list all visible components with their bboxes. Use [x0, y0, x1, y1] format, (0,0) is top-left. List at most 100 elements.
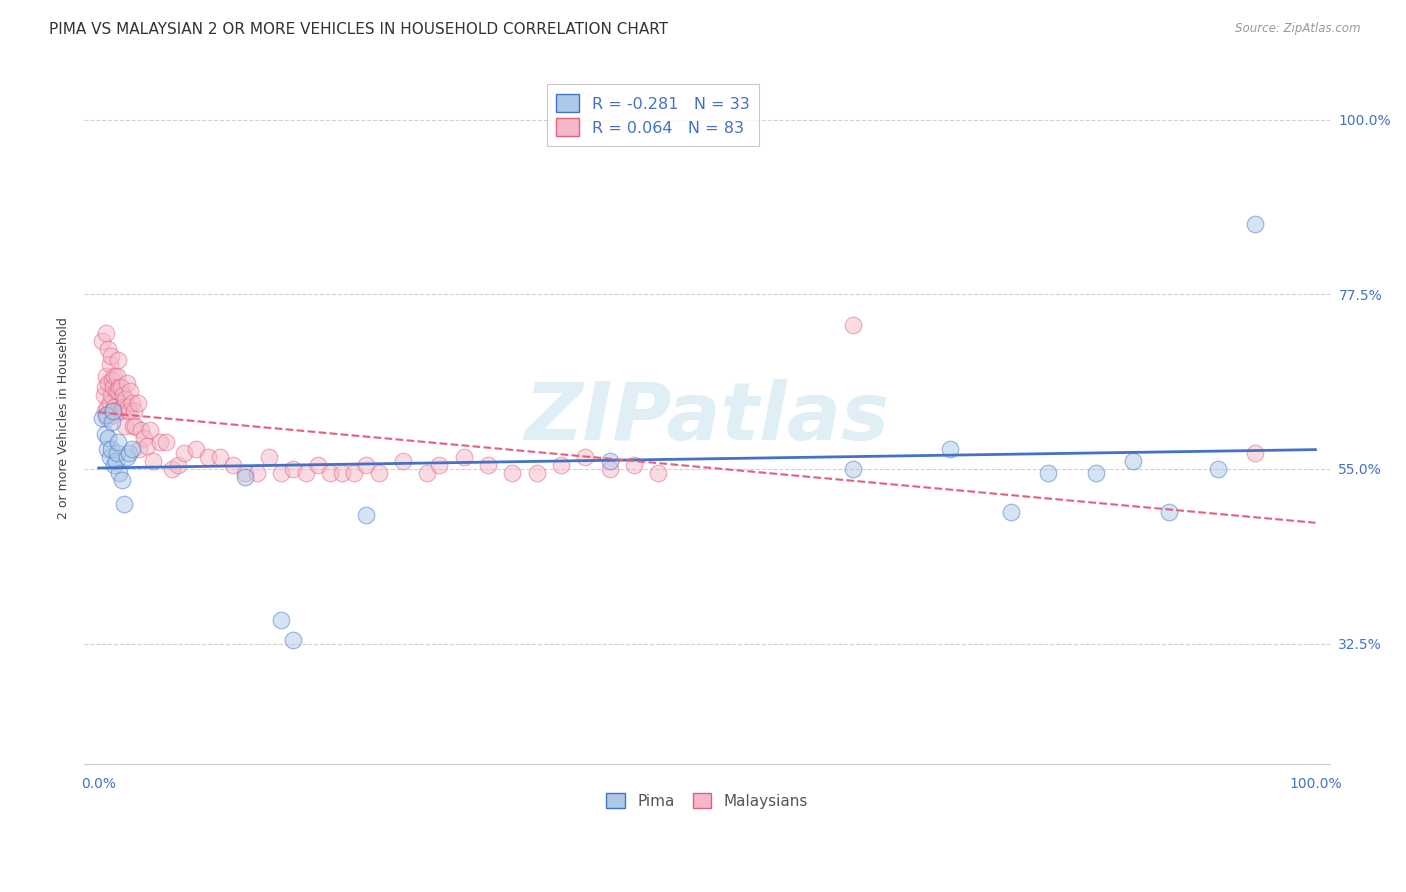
- Point: [105, 368, 128, 383]
- Point: [98, 450, 121, 465]
- Point: [107, 434, 129, 449]
- Point: [118, 446, 141, 460]
- Point: [121, 442, 143, 457]
- Point: [101, 415, 124, 429]
- Point: [94, 368, 117, 383]
- Point: [104, 454, 127, 468]
- Point: [501, 466, 523, 480]
- Point: [1036, 466, 1059, 480]
- Point: [184, 442, 207, 457]
- Point: [118, 403, 141, 417]
- Point: [107, 353, 129, 368]
- Point: [1243, 218, 1265, 232]
- Point: [91, 334, 114, 348]
- Point: [104, 384, 127, 399]
- Point: [132, 431, 155, 445]
- Point: [103, 380, 125, 394]
- Point: [107, 384, 129, 399]
- Text: Source: ZipAtlas.com: Source: ZipAtlas.com: [1236, 22, 1361, 36]
- Point: [103, 458, 125, 472]
- Point: [319, 466, 342, 480]
- Text: PIMA VS MALAYSIAN 2 OR MORE VEHICLES IN HOUSEHOLD CORRELATION CHART: PIMA VS MALAYSIAN 2 OR MORE VEHICLES IN …: [49, 22, 668, 37]
- Point: [283, 462, 305, 476]
- Point: [453, 450, 475, 465]
- Point: [1243, 446, 1265, 460]
- Point: [526, 466, 548, 480]
- Point: [173, 446, 195, 460]
- Point: [356, 508, 378, 523]
- Point: [307, 458, 329, 472]
- Point: [356, 458, 378, 472]
- Point: [574, 450, 596, 465]
- Point: [98, 357, 121, 371]
- Point: [115, 376, 138, 391]
- Point: [103, 368, 125, 383]
- Point: [283, 632, 305, 647]
- Point: [101, 403, 124, 417]
- Point: [1159, 504, 1181, 518]
- Point: [103, 400, 125, 414]
- Point: [392, 454, 415, 468]
- Point: [94, 408, 117, 422]
- Point: [120, 384, 142, 399]
- Point: [100, 388, 122, 402]
- Point: [155, 434, 177, 449]
- Point: [111, 388, 134, 402]
- Point: [121, 419, 143, 434]
- Point: [1000, 504, 1022, 518]
- Point: [427, 458, 450, 472]
- Point: [1085, 466, 1108, 480]
- Point: [647, 466, 669, 480]
- Legend: Pima, Malaysians: Pima, Malaysians: [600, 787, 814, 815]
- Point: [115, 450, 138, 465]
- Point: [94, 403, 117, 417]
- Point: [233, 466, 256, 480]
- Point: [939, 442, 962, 457]
- Point: [142, 454, 165, 468]
- Point: [623, 458, 645, 472]
- Point: [101, 373, 124, 387]
- Point: [139, 423, 162, 437]
- Point: [117, 400, 139, 414]
- Point: [97, 376, 120, 391]
- Point: [129, 423, 152, 437]
- Point: [94, 426, 117, 441]
- Point: [91, 411, 114, 425]
- Point: [103, 408, 125, 422]
- Point: [294, 466, 316, 480]
- Point: [127, 396, 149, 410]
- Point: [197, 450, 219, 465]
- Point: [97, 431, 120, 445]
- Point: [96, 442, 118, 457]
- Point: [111, 474, 134, 488]
- Point: [842, 318, 865, 333]
- Point: [111, 400, 134, 414]
- Point: [842, 462, 865, 476]
- Point: [343, 466, 366, 480]
- Point: [103, 403, 125, 417]
- Point: [93, 388, 115, 402]
- Point: [209, 450, 232, 465]
- Point: [270, 613, 292, 627]
- Point: [110, 380, 132, 394]
- Point: [121, 396, 143, 410]
- Point: [330, 466, 353, 480]
- Point: [160, 462, 183, 476]
- Point: [94, 380, 117, 394]
- Point: [122, 403, 145, 417]
- Point: [1122, 454, 1144, 468]
- Point: [550, 458, 572, 472]
- Point: [100, 349, 122, 363]
- Point: [108, 380, 131, 394]
- Point: [270, 466, 292, 480]
- Y-axis label: 2 or more Vehicles in Household: 2 or more Vehicles in Household: [58, 318, 70, 519]
- Point: [416, 466, 439, 480]
- Point: [96, 400, 118, 414]
- Point: [599, 462, 621, 476]
- Point: [94, 326, 117, 340]
- Point: [105, 403, 128, 417]
- Point: [110, 403, 132, 417]
- Point: [108, 466, 131, 480]
- Point: [114, 392, 136, 406]
- Point: [124, 419, 146, 434]
